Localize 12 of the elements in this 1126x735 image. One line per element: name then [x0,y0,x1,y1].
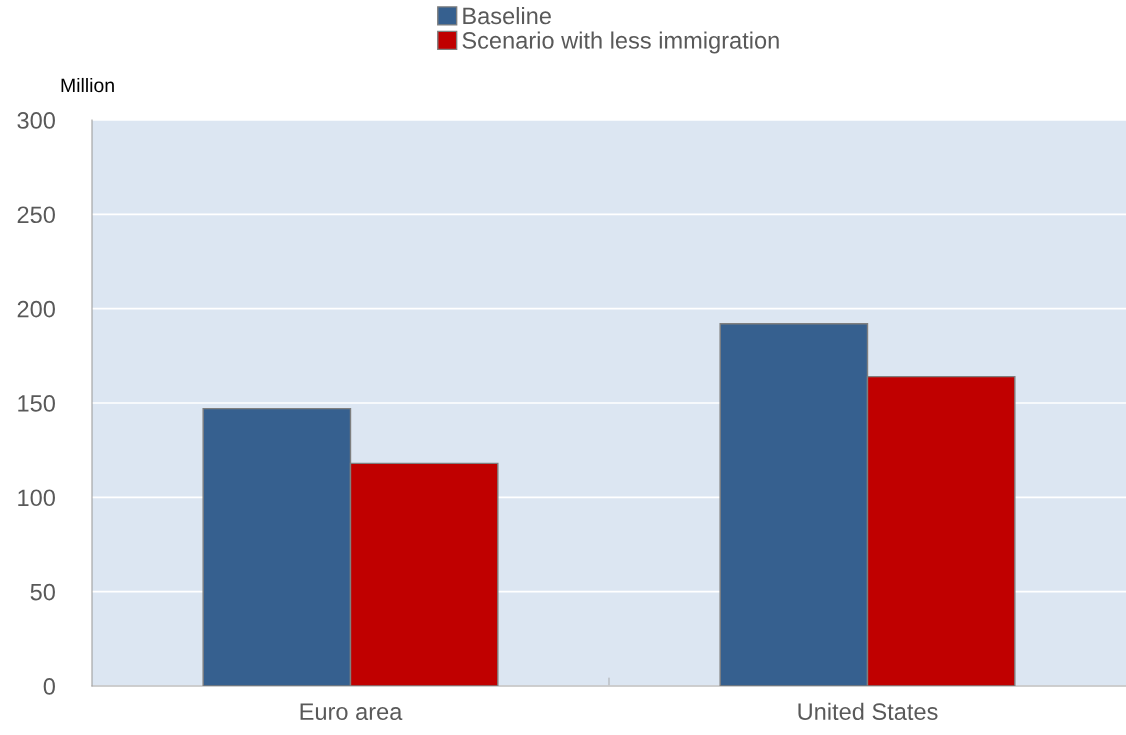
y-tick-label: 300 [17,112,55,129]
x-tick-label: Euro area [300,703,403,721]
y-tick-label: 150 [18,395,55,412]
x-tick-label: United States [798,702,938,721]
y-axis-title: Million [61,77,114,93]
y-tick-label: 50 [30,583,55,601]
legend-label: Baseline [463,6,551,25]
y-tick-label: 0 [43,678,55,695]
y-tick-label: 100 [18,489,55,507]
y-tick-label: 200 [17,300,55,318]
y-tick-label: 250 [17,206,55,224]
legend-label: Scenario with less immigration [462,31,779,54]
